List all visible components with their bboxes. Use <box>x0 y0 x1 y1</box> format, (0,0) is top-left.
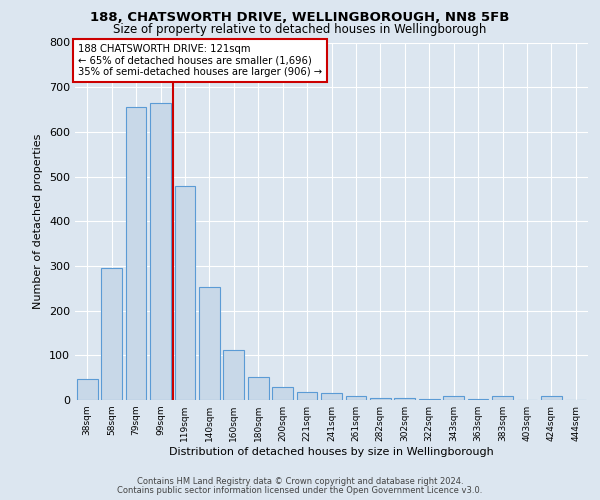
Bar <box>467 398 488 400</box>
X-axis label: Distribution of detached houses by size in Wellingborough: Distribution of detached houses by size … <box>169 447 494 457</box>
Bar <box>199 287 220 400</box>
Bar <box>101 268 122 400</box>
Bar <box>223 350 244 400</box>
Text: 188 CHATSWORTH DRIVE: 121sqm
← 65% of detached houses are smaller (1,696)
35% of: 188 CHATSWORTH DRIVE: 121sqm ← 65% of de… <box>77 44 322 78</box>
Bar <box>125 108 146 400</box>
Bar <box>150 103 171 400</box>
Bar <box>77 379 98 400</box>
Text: Size of property relative to detached houses in Wellingborough: Size of property relative to detached ho… <box>113 22 487 36</box>
Bar <box>346 396 367 400</box>
Bar <box>296 392 317 400</box>
Bar <box>492 396 513 400</box>
Bar <box>321 394 342 400</box>
Bar <box>248 377 269 400</box>
Y-axis label: Number of detached properties: Number of detached properties <box>34 134 43 309</box>
Bar <box>272 387 293 400</box>
Bar <box>419 398 440 400</box>
Text: Contains HM Land Registry data © Crown copyright and database right 2024.: Contains HM Land Registry data © Crown c… <box>137 478 463 486</box>
Text: Contains public sector information licensed under the Open Government Licence v3: Contains public sector information licen… <box>118 486 482 495</box>
Bar <box>443 396 464 400</box>
Text: 188, CHATSWORTH DRIVE, WELLINGBOROUGH, NN8 5FB: 188, CHATSWORTH DRIVE, WELLINGBOROUGH, N… <box>91 11 509 24</box>
Bar <box>394 398 415 400</box>
Bar <box>541 396 562 400</box>
Bar <box>370 398 391 400</box>
Bar <box>175 186 196 400</box>
